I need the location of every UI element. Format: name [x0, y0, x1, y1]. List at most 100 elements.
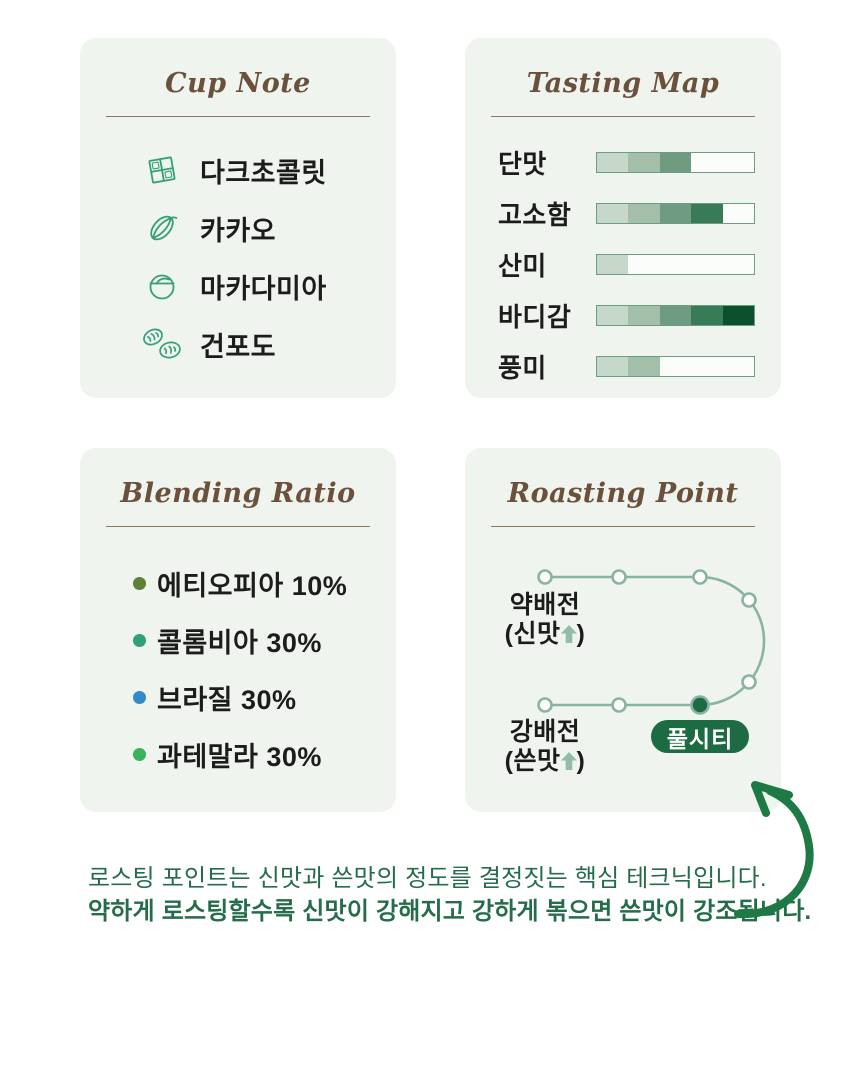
divider: [106, 116, 370, 117]
blend-label: 브라질 30%: [157, 685, 297, 715]
divider: [106, 526, 370, 527]
up-arrow-icon: [560, 748, 577, 777]
raisin-icon: [138, 324, 186, 364]
list-item: 과테말라 30%: [80, 726, 396, 783]
cup-note-item-label: 마카다미아: [200, 273, 327, 304]
table-row: 산미: [465, 239, 781, 290]
roast-node: [611, 697, 627, 713]
roast-node: [537, 569, 553, 585]
list-item: 마카다미아: [80, 257, 396, 315]
table-row: 단맛: [465, 137, 781, 188]
taste-label: 풍미: [498, 353, 547, 383]
tasting-map-card: Tasting Map 단맛 고소함 산미 바디감 풍미: [465, 38, 781, 398]
footer-note: 로스팅 포인트는 신맛과 쓴맛의 정도를 결정짓는 핵심 테크닉입니다. 약하게…: [88, 862, 811, 928]
taste-label: 고소함: [498, 200, 572, 230]
bar-segment: [659, 306, 692, 325]
footer-line-1: 로스팅 포인트는 신맛과 쓴맛의 정도를 결정짓는 핵심 테크닉입니다.: [88, 865, 767, 892]
cup-note-list: 다크초콜릿 카카오: [80, 141, 396, 373]
chocolate-icon: [138, 150, 186, 190]
tasting-bar: [596, 305, 755, 326]
bar-segment: [723, 357, 754, 376]
light-roast-taste: (신맛: [504, 620, 561, 648]
divider: [491, 526, 755, 527]
taste-label: 단맛: [498, 149, 547, 179]
list-item: 브라질 30%: [80, 669, 396, 726]
dark-roast-taste: (쓴맛: [504, 747, 561, 775]
bar-segment: [628, 357, 660, 376]
bar-segment: [691, 204, 723, 223]
blend-bullet: [133, 577, 146, 590]
bar-segment: [597, 153, 629, 172]
dark-roast-label: 강배전 (쓴맛): [480, 718, 610, 777]
cup-note-item-label: 건포도: [200, 331, 277, 362]
roasting-point-card: Roasting Point 약배전 (신맛) 강배전 (쓴맛) 풀시티: [465, 448, 781, 812]
light-roast-label: 약배전 (신맛): [480, 591, 610, 650]
light-roast-name: 약배전: [509, 591, 581, 619]
blend-bullet: [133, 748, 146, 761]
roast-node: [741, 592, 757, 608]
bar-segment: [628, 306, 660, 325]
bar-segment: [723, 204, 754, 223]
list-item: 다크초콜릿: [80, 141, 396, 199]
bar-segment: [660, 357, 691, 376]
footer-line-2: 약하게 로스팅할수록 신맛이 강해지고 강하게 볶으면 쓴맛이 강조됩니다.: [88, 898, 812, 925]
tasting-map-title: Tasting Map: [526, 68, 720, 99]
bar-segment: [597, 357, 629, 376]
dark-roast-name: 강배전: [509, 718, 581, 746]
cup-note-item-label: 카카오: [200, 215, 277, 246]
table-row: 고소함: [465, 188, 781, 239]
full-city-badge: 풀시티: [651, 720, 749, 753]
tasting-bar: [596, 203, 755, 224]
blend-bullet: [133, 691, 146, 704]
bar-segment: [723, 255, 754, 274]
blend-label: 에티오피아 10%: [157, 571, 348, 601]
bar-segment: [628, 204, 660, 223]
blending-ratio-title: Blending Ratio: [120, 478, 356, 509]
tasting-bar: [596, 254, 755, 275]
cup-note-title: Cup Note: [165, 68, 311, 99]
roasting-point-title: Roasting Point: [507, 478, 739, 509]
bar-segment: [597, 204, 629, 223]
roast-node: [611, 569, 627, 585]
blend-label: 과테말라 30%: [157, 742, 322, 772]
list-item: 카카오: [80, 199, 396, 257]
table-row: 바디감: [465, 290, 781, 341]
bar-segment: [691, 357, 722, 376]
bar-segment: [691, 306, 723, 325]
tasting-bar: [596, 152, 755, 173]
bar-segment: [659, 204, 692, 223]
list-item: 건포도: [80, 315, 396, 373]
bar-segment: [723, 153, 754, 172]
bar-segment: [628, 153, 660, 172]
up-arrow-icon: [560, 621, 577, 650]
bar-segment: [659, 153, 692, 172]
bar-segment: [628, 255, 659, 274]
cacao-icon: [138, 208, 186, 248]
roast-node: [537, 697, 553, 713]
macadamia-icon: [138, 266, 186, 306]
tasting-map-rows: 단맛 고소함 산미 바디감 풍미: [465, 137, 781, 392]
taste-label: 산미: [498, 251, 547, 281]
roast-node: [741, 674, 757, 690]
roast-node: [692, 569, 708, 585]
blending-ratio-list: 에티오피아 10% 콜롬비아 30% 브라질 30% 과테말라 30%: [80, 555, 396, 783]
bar-segment: [691, 153, 722, 172]
roasting-curve-diagram: [537, 569, 766, 715]
curved-arrow-icon: [734, 781, 814, 919]
table-row: 풍미: [465, 341, 781, 392]
divider: [491, 116, 755, 117]
list-item: 에티오피아 10%: [80, 555, 396, 612]
roast-node-selected: [690, 695, 710, 715]
taste-label: 바디감: [498, 302, 572, 332]
paren: ): [576, 747, 586, 775]
blending-ratio-card: Blending Ratio 에티오피아 10% 콜롬비아 30% 브라질 30…: [80, 448, 396, 812]
paren: ): [576, 620, 586, 648]
tasting-bar: [596, 356, 755, 377]
bar-segment: [597, 255, 629, 274]
cup-note-item-label: 다크초콜릿: [200, 157, 327, 188]
blend-label: 콜롬비아 30%: [157, 628, 322, 658]
blend-bullet: [133, 634, 146, 647]
bar-segment: [722, 306, 755, 325]
bar-segment: [691, 255, 722, 274]
